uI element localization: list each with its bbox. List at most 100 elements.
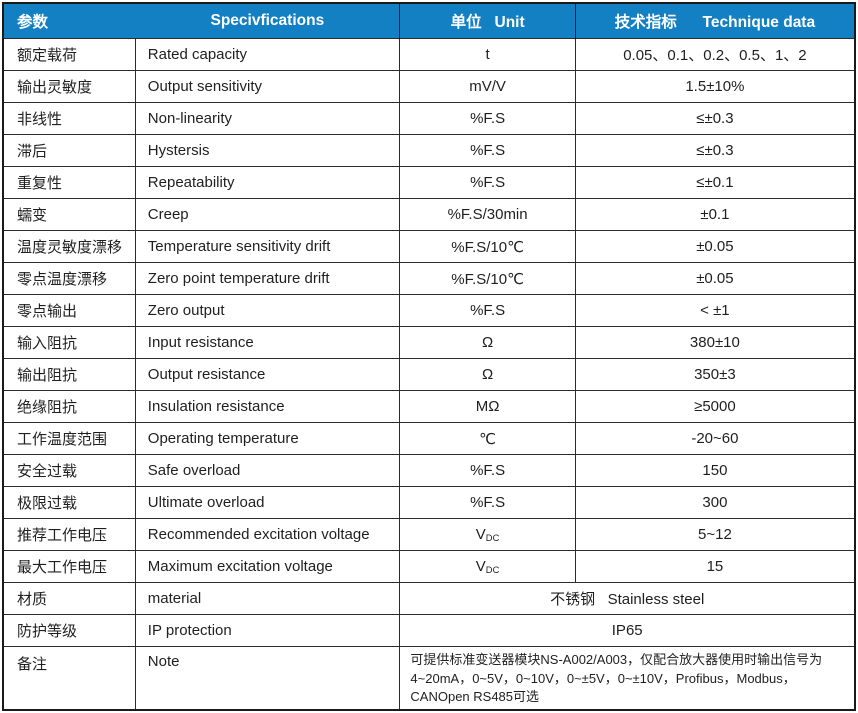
specification-cell: Rated capacity [134,37,401,72]
value-cell: 350±3 [574,358,856,392]
value-cell: 300 [574,486,856,520]
specification-cell: Output sensitivity [134,70,401,104]
table-row: 零点输出 Zero output %F.S < ±1 [2,294,856,328]
specification-cell: Non-linearity [134,102,401,136]
param-cell: 最大工作电压 [2,550,136,584]
param-cell: 输出灵敏度 [2,70,136,104]
unit-cell: MΩ [399,390,576,424]
table-row: 输入阻抗 Input resistance Ω 380±10 [2,326,856,360]
table-row: 蠕变 Creep %F.S/30min ±0.1 [2,198,856,232]
param-cell: 非线性 [2,102,136,136]
value-cell: 1.5±10% [574,70,856,104]
unit-cell: %F.S [399,166,576,200]
unit-cell: ℃ [399,422,576,456]
unit-cell: %F.S [399,102,576,136]
table-row: 额定载荷 Rated capacity t 0.05、0.1、0.2、0.5、1、2 [2,37,856,72]
spec-table-body: 额定载荷 Rated capacity t 0.05、0.1、0.2、0.5、1、2 输… [2,37,856,711]
table-row: 零点温度漂移 Zero point temperature drift %F.S/1… [2,262,856,296]
table-row: 输出灵敏度 Output sensitivity mV/V 1.5±10% [2,70,856,104]
unit-subscript: DC [485,533,500,544]
specification-cell: Note [134,646,401,711]
value-cell: ≤±0.1 [574,166,856,200]
unit-cell: %F.S/10℃ [399,262,576,296]
specification-cell: Hystersis [134,134,401,168]
value-cell: ±0.05 [574,262,856,296]
specification-cell: Insulation resistance [134,390,401,424]
merged-value-cell: IP65 [399,614,856,648]
unit-cell: Ω [399,358,576,392]
table-row: 材质 material 不锈钢 Stainless steel [2,582,856,616]
specification-cell: Repeatability [134,166,401,200]
unit-cell: t [399,37,576,72]
unit-subscript: DC [485,565,500,576]
specification-cell: material [134,582,401,616]
unit-cell: %F.S [399,454,576,488]
param-cell: 极限过载 [2,486,136,520]
param-cell: 绝缘阻抗 [2,390,136,424]
param-cell: 温度灵敏度漂移 [2,230,136,264]
value-cell: 150 [574,454,856,488]
specification-cell: Recommended excitation voltage [134,518,401,552]
value-cell: 5~12 [574,518,856,552]
table-row: 非线性 Non-linearity %F.S ≤±0.3 [2,102,856,136]
header-technique-data: 技术指标 Technique data [574,3,855,39]
header-param: 参数 [3,3,136,39]
specification-cell: Input resistance [134,326,401,360]
param-cell: 推荐工作电压 [2,518,136,552]
param-cell: 工作温度范围 [2,422,136,456]
specification-cell: IP protection [134,614,401,648]
table-row: 温度灵敏度漂移 Temperature sensitivity drift %F.S… [2,230,856,264]
param-cell: 滞后 [2,134,136,168]
specification-cell: Output resistance [134,358,401,392]
unit-cell: mV/V [399,70,576,104]
value-cell: ≥5000 [574,390,856,424]
header-specifications: Specivfications [135,3,400,39]
table-row: 绝缘阻抗 Insulation resistance MΩ ≥5000 [2,390,856,424]
table-row: 极限过载 Ultimate overload %F.S 300 [2,486,856,520]
unit-cell: %F.S/30min [399,198,576,232]
value-cell: 0.05、0.1、0.2、0.5、1、2 [574,37,856,72]
specification-cell: Safe overload [134,454,401,488]
param-cell: 重复性 [2,166,136,200]
value-cell: 15 [574,550,856,584]
note-line: CANOpen RS485可选 [410,689,540,705]
unit-cell: %F.S/10℃ [399,230,576,264]
table-row: 备注 Note 可提供标准变送器模块NS-A002/A003，仅配合放大器使用时输出… [2,646,856,711]
table-row: 最大工作电压 Maximum excitation voltage VDC 15 [2,550,856,584]
table-row: 推荐工作电压 Recommended excitation voltage VDC 5… [2,518,856,552]
specification-cell: Operating temperature [134,422,401,456]
param-cell: 零点输出 [2,294,136,328]
header-row: 参数 Specivfications 单位 Unit 技术指标 Techniqu… [3,3,855,39]
param-cell: 安全过载 [2,454,136,488]
param-cell: 材质 [2,582,136,616]
merged-value-cell: 不锈钢 Stainless steel [399,582,856,616]
table-row: 安全过载 Safe overload %F.S 150 [2,454,856,488]
table-row: 工作温度范围 Operating temperature ℃ -20~60 [2,422,856,456]
value-cell: ≤±0.3 [574,134,856,168]
note-line: 4~20mA，0~5V，0~10V，0~±5V，0~±10V，Profibus，… [410,670,796,686]
table-row: 滞后 Hystersis %F.S ≤±0.3 [2,134,856,168]
value-cell: -20~60 [574,422,856,456]
specification-cell: Zero point temperature drift [134,262,401,296]
param-cell: 额定载荷 [2,37,136,72]
table-row: 输出阻抗 Output resistance Ω 350±3 [2,358,856,392]
param-cell: 备注 [2,646,136,711]
unit-cell: VDC [399,550,576,584]
param-cell: 零点温度漂移 [2,262,136,296]
param-cell: 蠕变 [2,198,136,232]
param-cell: 输入阻抗 [2,326,136,360]
spec-table-header: 参数 Specivfications 单位 Unit 技术指标 Techniqu… [3,3,855,39]
param-cell: 防护等级 [2,614,136,648]
param-cell: 输出阻抗 [2,358,136,392]
header-unit: 单位 Unit [399,3,576,39]
specification-cell: Creep [134,198,401,232]
table-row: 防护等级 IP protection IP65 [2,614,856,648]
specification-cell: Temperature sensitivity drift [134,230,401,264]
value-cell: ±0.1 [574,198,856,232]
specification-cell: Maximum excitation voltage [134,550,401,584]
unit-cell: %F.S [399,134,576,168]
value-cell: < ±1 [574,294,856,328]
value-cell: 380±10 [574,326,856,360]
